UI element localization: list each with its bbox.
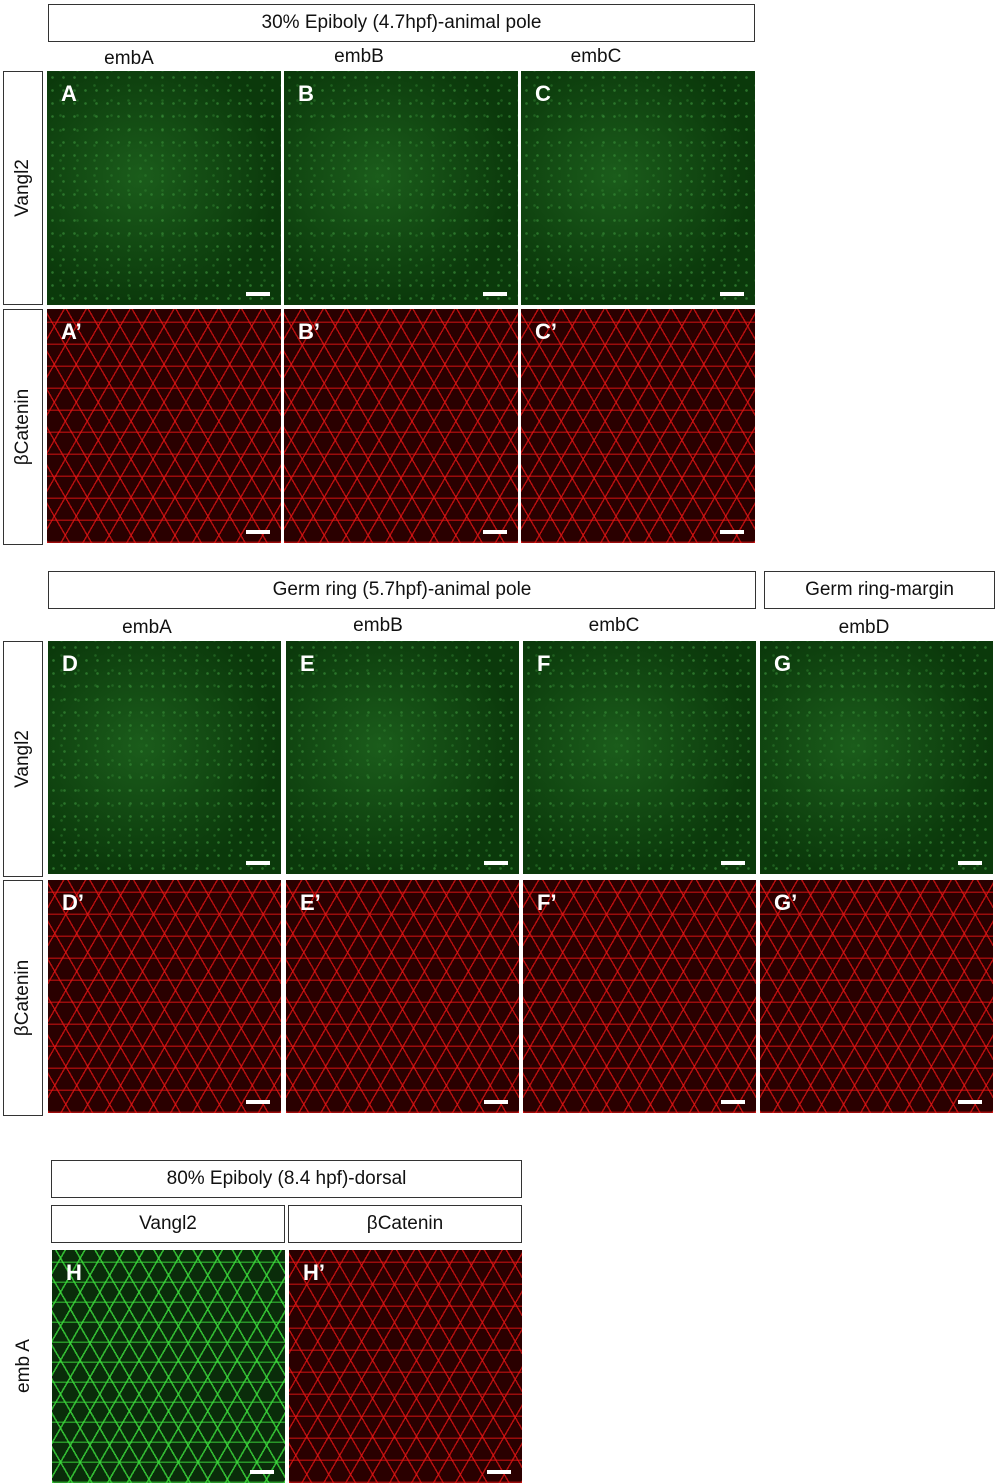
row-label-emb-a: emb A	[13, 1339, 34, 1393]
panel-g-vangl2: G	[760, 641, 993, 874]
column-header-bcatenin: βCatenin	[288, 1205, 522, 1243]
panel-letter: C	[535, 81, 551, 106]
column-label-embb: embB	[353, 615, 403, 636]
panel-c-prime-catenin: C’	[521, 309, 755, 543]
column-label-embd: embD	[838, 617, 890, 638]
panel-letter: E	[300, 651, 315, 676]
panel-letter: A	[61, 81, 77, 106]
panel-b-prime-catenin: B’	[284, 309, 518, 543]
row-label-bcatenin: βCatenin	[3, 880, 43, 1116]
panel-letter: A’	[61, 319, 82, 344]
panel-letter: B	[298, 81, 314, 106]
row-label-vangl2: Vangl2	[3, 641, 43, 877]
column-label-embc: embC	[570, 46, 622, 67]
panel-letter: C’	[535, 319, 557, 344]
scale-bar	[720, 292, 744, 296]
panel-letter: D	[62, 651, 78, 676]
panel-a-vangl2: A	[47, 71, 281, 305]
section2-margin-title: Germ ring-margin	[764, 571, 995, 609]
panel-letter: G	[774, 651, 792, 676]
panel-c-vangl2: C	[521, 71, 755, 305]
panel-f-vangl2: F	[523, 641, 756, 874]
panel-e-vangl2: E	[286, 641, 519, 874]
section2-title: Germ ring (5.7hpf)-animal pole	[48, 571, 756, 609]
scale-bar	[721, 861, 745, 865]
panel-h-prime-catenin: H’	[289, 1250, 522, 1483]
scale-bar	[246, 530, 270, 534]
scale-bar	[246, 1100, 270, 1104]
panel-letter: F’	[537, 890, 557, 915]
scale-bar	[483, 292, 507, 296]
scale-bar	[250, 1470, 274, 1474]
scale-bar	[487, 1470, 511, 1474]
panel-f-prime-catenin: F’	[523, 880, 756, 1113]
panel-letter: H’	[303, 1260, 325, 1285]
panel-a-prime-catenin: A’	[47, 309, 281, 543]
panel-letter: F	[537, 651, 551, 676]
scale-bar	[721, 1100, 745, 1104]
scale-bar	[720, 530, 744, 534]
panel-letter: G’	[774, 890, 798, 915]
scale-bar	[246, 861, 270, 865]
panel-b-vangl2: B	[284, 71, 518, 305]
scale-bar	[484, 1100, 508, 1104]
row-label-bcatenin: βCatenin	[3, 309, 43, 545]
section1-title: 30% Epiboly (4.7hpf)-animal pole	[48, 4, 755, 42]
column-label-emba: embA	[104, 48, 154, 69]
panel-d-prime-catenin: D’	[48, 880, 281, 1113]
panel-h-vangl2: H	[52, 1250, 285, 1483]
scale-bar	[484, 861, 508, 865]
scale-bar	[246, 292, 270, 296]
section3-title: 80% Epiboly (8.4 hpf)-dorsal	[51, 1160, 522, 1198]
panel-letter: H	[66, 1260, 82, 1285]
scale-bar	[958, 861, 982, 865]
column-label-embc: embC	[588, 615, 640, 636]
scale-bar	[958, 1100, 982, 1104]
column-header-vangl2: Vangl2	[51, 1205, 285, 1243]
panel-g-prime-catenin: G’	[760, 880, 993, 1113]
panel-e-prime-catenin: E’	[286, 880, 519, 1113]
panel-letter: B’	[298, 319, 320, 344]
row-label-vangl2: Vangl2	[3, 71, 43, 305]
column-label-embb: embB	[334, 46, 384, 67]
scale-bar	[483, 530, 507, 534]
panel-d-vangl2: D	[48, 641, 281, 874]
panel-letter: E’	[300, 890, 321, 915]
panel-letter: D’	[62, 890, 84, 915]
column-label-emba: embA	[122, 617, 172, 638]
